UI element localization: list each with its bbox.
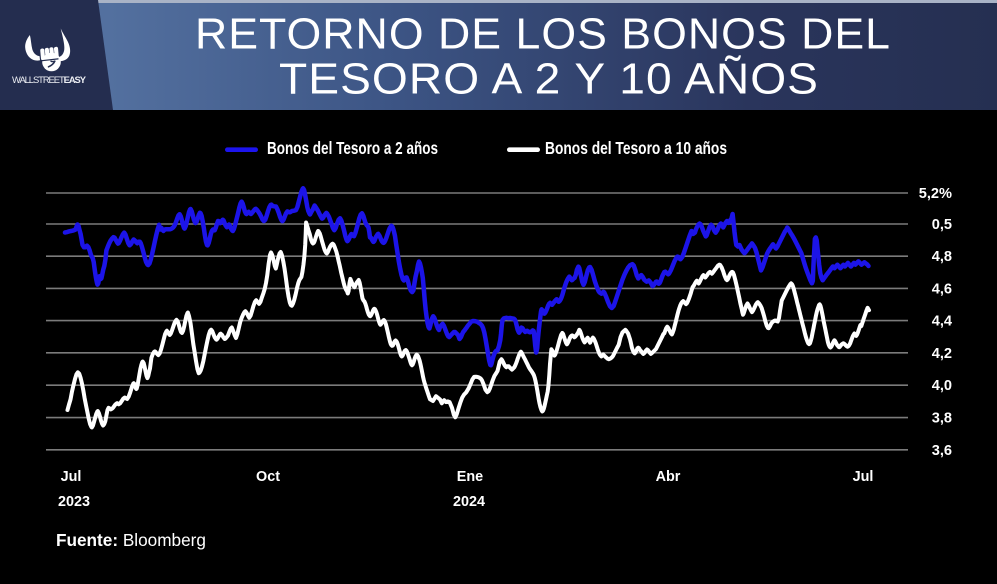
svg-text:4,0: 4,0 — [932, 378, 952, 394]
svg-text:2023: 2023 — [58, 494, 90, 510]
svg-text:RETORNO DE LOS BONOS DEL: RETORNO DE LOS BONOS DEL — [195, 10, 891, 59]
svg-text:Bonos del Tesoro a 2 años: Bonos del Tesoro a 2 años — [267, 138, 438, 158]
svg-text:5,2%: 5,2% — [919, 186, 952, 202]
svg-text:WALLSTREETEASY: WALLSTREETEASY — [12, 74, 87, 85]
svg-text:2024: 2024 — [453, 494, 485, 510]
svg-text:4,6: 4,6 — [932, 281, 952, 297]
svg-text:3,6: 3,6 — [932, 443, 952, 459]
svg-text:Bonos del Tesoro a 10 años: Bonos del Tesoro a 10 años — [545, 138, 727, 158]
svg-text:TESORO A 2 Y 10 AÑOS: TESORO A 2 Y 10 AÑOS — [279, 54, 819, 104]
svg-text:0,5: 0,5 — [932, 217, 952, 233]
svg-text:Oct: Oct — [256, 469, 280, 485]
svg-text:3,8: 3,8 — [932, 411, 952, 427]
svg-text:Abr: Abr — [656, 469, 681, 485]
svg-text:4,2: 4,2 — [932, 346, 952, 362]
svg-text:Jul: Jul — [61, 469, 82, 485]
svg-text:Fuente: Bloomberg: Fuente: Bloomberg — [56, 530, 206, 550]
svg-text:4,8: 4,8 — [932, 249, 952, 265]
svg-text:Jul: Jul — [853, 469, 874, 485]
svg-text:Ene: Ene — [457, 469, 483, 485]
svg-text:4,4: 4,4 — [932, 314, 953, 330]
